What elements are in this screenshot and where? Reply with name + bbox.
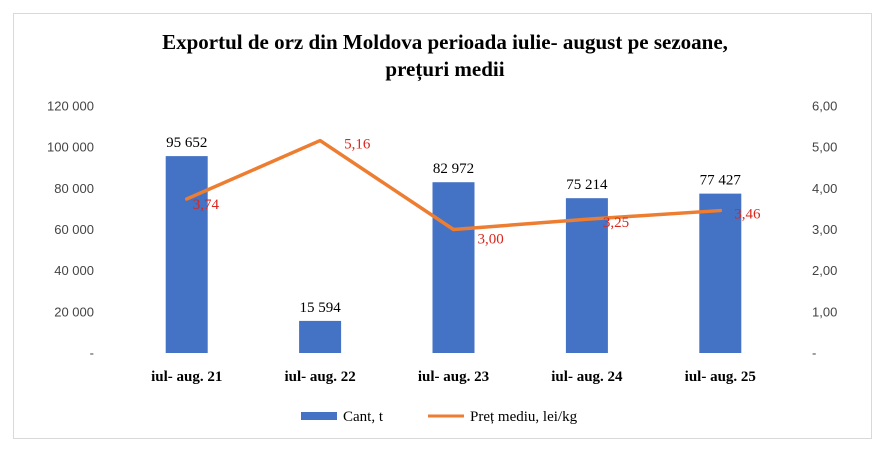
x-axis-categories: iul- aug. 21 iul- aug. 22 iul- aug. 23 iul-… [151,369,756,385]
bar-data-label: 75 214 [566,177,608,193]
line-point [718,209,722,213]
bar-data-labels: 95 652 15 594 82 972 75 214 77 427 [166,135,741,316]
line-data-label: 3,46 [734,207,761,223]
line-data-label: 3,00 [478,232,504,248]
right-axis-tick-label: 2,00 [812,263,837,278]
category-label: iul- aug. 23 [418,369,489,385]
left-axis-tick-label: 80 000 [54,181,94,196]
category-label: iul- aug. 21 [151,369,222,385]
chart-title-line-1: Exportul de orz din Moldova perioada iul… [162,30,728,54]
line-point [585,217,589,221]
line-data-label: 5,16 [344,137,371,153]
right-axis-tick-label: 4,00 [812,181,837,196]
chart-title-line-2: prețuri medii [385,57,504,82]
line-point [185,197,189,201]
left-axis-tick-label: - [90,346,94,361]
category-label: iul- aug. 24 [551,369,623,385]
bar [699,193,742,353]
right-axis-tick-label: 6,00 [812,99,837,114]
legend-label-line: Preț mediu, lei/kg [470,409,578,425]
line-data-label: 3,74 [193,197,220,213]
bar [432,182,475,353]
line-data-labels: 3,74 5,16 3,00 3,25 3,46 [193,137,761,248]
right-axis-tick-label: 5,00 [812,140,837,155]
right-axis-tick-label: 3,00 [812,222,837,237]
left-axis-tick-label: 60 000 [54,222,94,237]
bar-data-label: 15 594 [299,300,341,316]
right-axis-tick-label: 1,00 [812,304,837,319]
bar-data-label: 77 427 [700,173,742,189]
right-y-axis: - 1,00 2,00 3,00 4,00 5,00 6,00 [812,99,837,361]
bar [165,156,208,353]
category-label: iul- aug. 25 [685,369,756,385]
bar-data-label: 95 652 [166,135,207,151]
left-axis-tick-label: 120 000 [47,99,94,114]
left-axis-tick-label: 100 000 [47,140,94,155]
bar [299,320,342,353]
left-y-axis: - 20 000 40 000 60 000 80 000 100 000 120 000 [47,99,94,361]
legend: Cant, t Preț mediu, lei/kg [301,409,578,425]
bar-series [165,156,742,353]
legend-label-bar: Cant, t [343,409,384,425]
line-point [452,228,455,231]
category-label: iul- aug. 22 [284,369,355,385]
line-point [318,139,322,143]
left-axis-tick-label: 40 000 [54,263,94,278]
bar [565,198,608,353]
left-axis-tick-label: 20 000 [54,304,94,319]
right-axis-tick-label: - [812,346,816,361]
line-data-label: 3,25 [603,215,629,231]
legend-swatch-bar [301,412,337,420]
bar-data-label: 82 972 [433,161,474,177]
line-series [184,138,723,232]
